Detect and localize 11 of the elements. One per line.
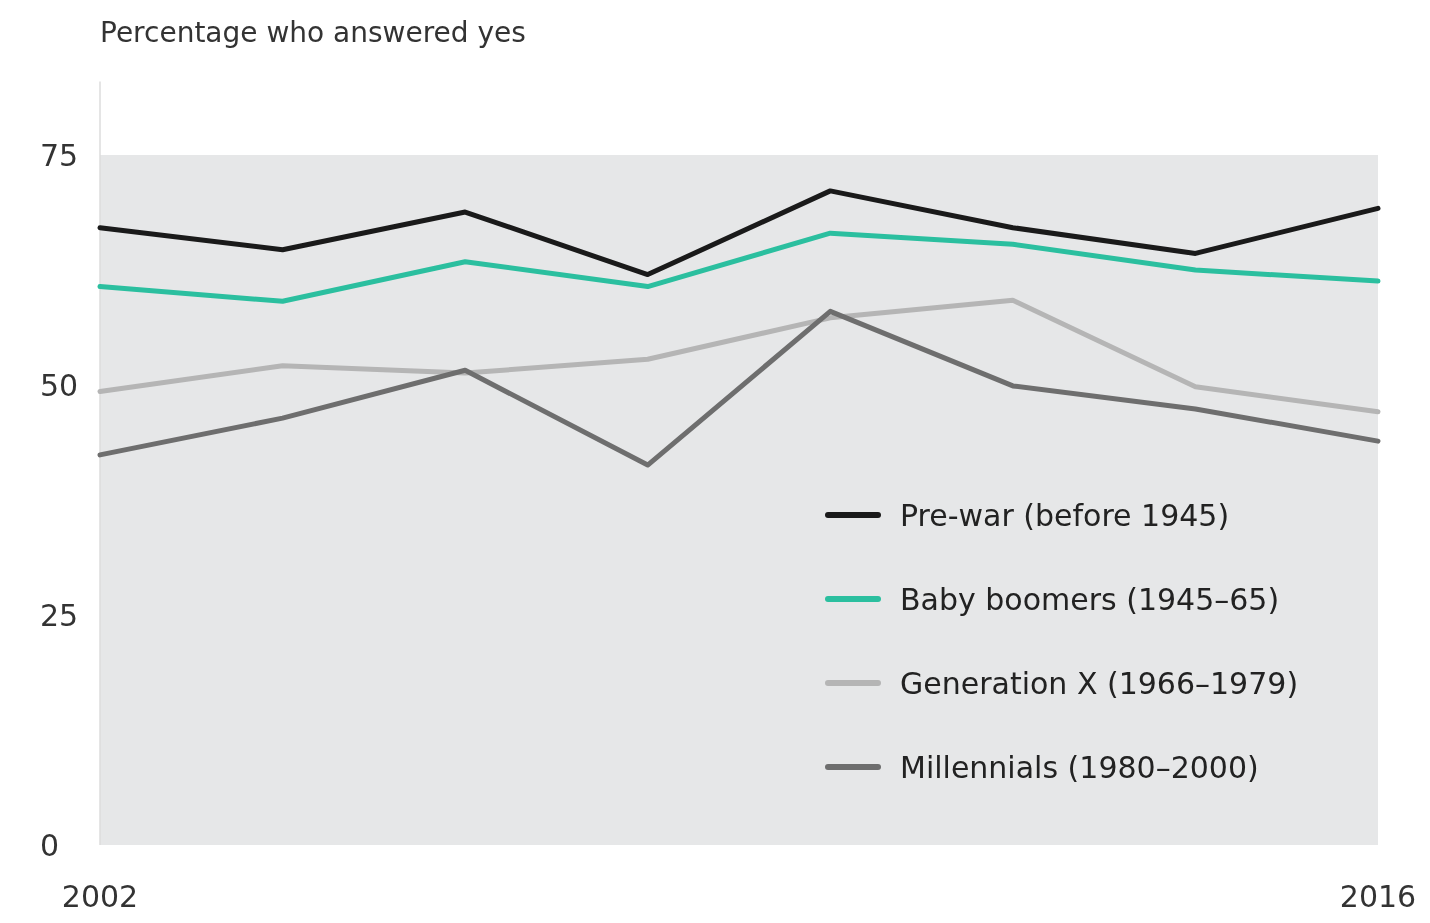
y-tick-label: 50: [40, 367, 79, 403]
x-tick-label: 2016: [1339, 879, 1417, 914]
legend-label: Baby boomers (1945–65): [900, 581, 1280, 617]
legend-label: Generation X (1966–1979): [900, 665, 1299, 701]
y-axis-title: Percentage who answered yes: [100, 16, 526, 49]
y-tick-label: 75: [40, 137, 79, 173]
legend-label: Pre-war (before 1945): [900, 497, 1230, 533]
x-tick-label: 2002: [61, 879, 139, 914]
legend-label: Millennials (1980–2000): [900, 749, 1259, 785]
y-tick-label: 25: [40, 597, 79, 633]
y-tick-label: 0: [40, 827, 60, 863]
